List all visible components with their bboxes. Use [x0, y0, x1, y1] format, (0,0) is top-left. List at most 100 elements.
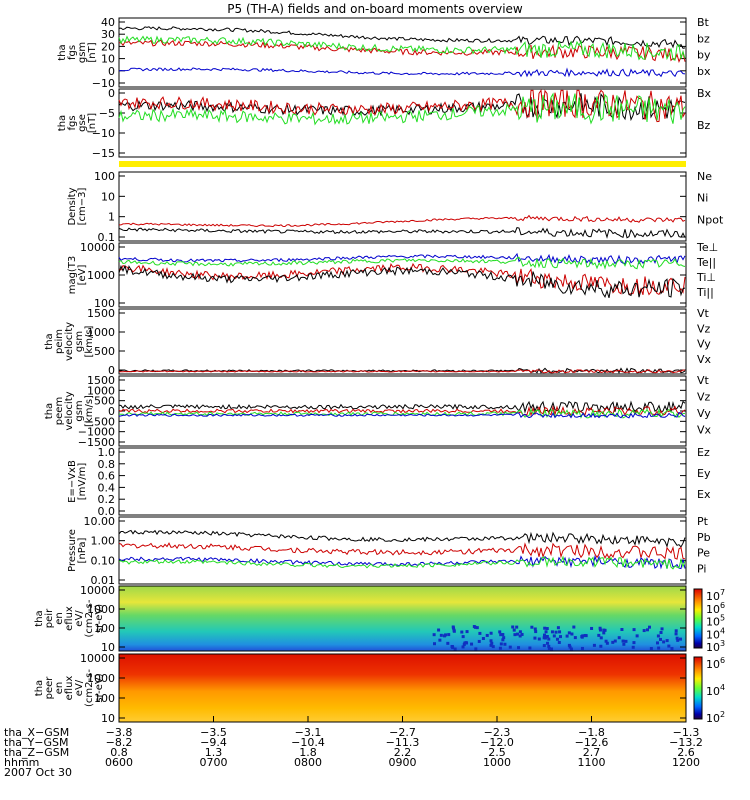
panel-frame-density: [118, 171, 687, 242]
spectrogram-pixel: [481, 637, 485, 641]
legend-Vt: Vt: [697, 307, 710, 320]
spectrogram-pixel: [517, 646, 521, 650]
spectrogram-pixel: [674, 629, 678, 633]
ytick-label: 30: [101, 28, 115, 41]
spectrogram-pixel: [432, 633, 436, 637]
spectrogram-pixel: [503, 642, 507, 646]
ylabel-line: peir: [44, 608, 55, 628]
spectrogram-pixel: [554, 630, 558, 634]
spectrogram-pixel: [646, 628, 650, 632]
ytick-label: 0.0: [98, 505, 116, 518]
date-label: 2007 Oct 30: [4, 766, 72, 779]
ylabel-line: tha: [44, 333, 55, 349]
spectrogram-pixel: [580, 646, 584, 650]
spectrogram-pixel: [635, 634, 639, 638]
xaxis-value: 1.3: [205, 746, 223, 759]
ylabel-line: gsm: [74, 331, 85, 352]
spectrogram-pixel: [558, 630, 562, 634]
spectrogram-pixel: [444, 633, 448, 637]
spectrogram-pixel: [604, 639, 608, 643]
spectrogram-pixel: [450, 645, 454, 649]
ytick-label: 100: [94, 622, 115, 635]
spectrogram-pixel: [649, 647, 653, 651]
ytick-label: 10: [101, 190, 115, 203]
ylabel-line: E=−VxB: [67, 460, 78, 503]
spectrogram-pixel: [489, 639, 493, 643]
spectrogram-pixel: [437, 628, 441, 632]
density-ne: [119, 214, 686, 228]
spectrogram-pixel: [542, 644, 546, 648]
legend-bx: bx: [697, 65, 711, 78]
ylabel-line: [nT]: [87, 42, 98, 62]
ylabel-line: [eV]: [77, 265, 88, 286]
temp-te-perp: [118, 252, 686, 265]
legend-Bx: Bx: [697, 87, 712, 100]
spectrogram-pixel: [470, 642, 474, 646]
peim-vz: [118, 369, 686, 374]
ytick-label: −500: [85, 415, 115, 428]
ylabel-line: gsm: [77, 42, 88, 63]
legend-Npot: Npot: [697, 213, 724, 226]
spectrogram-pixel: [453, 647, 457, 651]
ytick-label: 10000: [80, 241, 115, 254]
spectrogram-pixel: [508, 645, 512, 649]
spectrogram-pixel: [621, 639, 625, 643]
spectrogram-pixel: [512, 628, 516, 632]
spectrogram-pixel: [489, 631, 493, 635]
spectrogram-pixel: [433, 642, 437, 646]
spectrogram-pixel: [461, 635, 465, 639]
spectrogram-pixel: [499, 642, 503, 646]
spectrogram-pixel: [648, 625, 652, 629]
spectrogram-pixel: [545, 627, 549, 631]
xaxis-value: 1.8: [299, 746, 317, 759]
ylabel-line: peim: [54, 329, 65, 354]
spectrogram-pixel: [617, 636, 621, 640]
spectrogram-pixel: [656, 634, 660, 638]
xaxis-value: −1.3: [673, 726, 700, 739]
spectrogram-pixel: [590, 626, 594, 630]
spectrogram-pixel: [583, 633, 587, 637]
spectrogram-pixel: [546, 641, 550, 645]
legend-Vx: Vx: [697, 353, 712, 366]
ytick-label: 10.00: [84, 515, 116, 528]
legend-Ti⊥: Ti⊥: [696, 271, 716, 284]
spectrogram-pixel: [475, 626, 479, 630]
ylabel-line: fgs: [67, 115, 78, 130]
electron-spectrogram: [119, 654, 686, 722]
spectrogram-pixel: [511, 625, 515, 629]
ylabel-line: velocity: [64, 391, 75, 430]
spectrogram-pixel: [556, 626, 560, 630]
spectrogram-pixel: [632, 628, 636, 632]
spectrogram-pixel: [461, 645, 465, 649]
temp-ti-perp: [118, 262, 686, 296]
spectrogram-pixel: [565, 634, 569, 638]
legend-Ne: Ne: [697, 170, 712, 183]
ytick-label: 100: [94, 170, 115, 183]
ytick-label: 1000: [87, 326, 115, 339]
spectrogram-pixel: [502, 636, 506, 640]
peem-vy: [119, 408, 686, 419]
ylabel-line: eV/: [74, 679, 85, 696]
colorbar: [693, 656, 703, 720]
spectrogram-pixel: [679, 637, 683, 641]
spectrogram-pixel: [513, 633, 517, 637]
xaxis-value: −3.5: [200, 726, 227, 739]
panel-frame-temperature: [118, 242, 687, 308]
ytick-label: 1.0: [98, 446, 116, 459]
legend-Te⊥: Te⊥: [696, 241, 718, 254]
ytick-label: −1000: [78, 426, 115, 439]
legend-Ex: Ex: [697, 488, 711, 501]
xaxis-value: 0900: [389, 756, 417, 769]
ytick-label: 500: [94, 395, 115, 408]
spectrogram-pixel: [485, 633, 489, 637]
spectrogram-pixel: [501, 638, 505, 642]
ylabel-line: gse: [77, 114, 88, 132]
xaxis-value: 0.8: [110, 746, 128, 759]
ytick-label: 500: [94, 345, 115, 358]
ytick-label: 0.2: [98, 493, 116, 506]
panel-frame-fgs-gsm: [118, 17, 687, 88]
spectrogram-pixel: [670, 647, 674, 651]
ylabel-line: tha: [44, 403, 55, 419]
ytick-label: 0: [108, 405, 115, 418]
